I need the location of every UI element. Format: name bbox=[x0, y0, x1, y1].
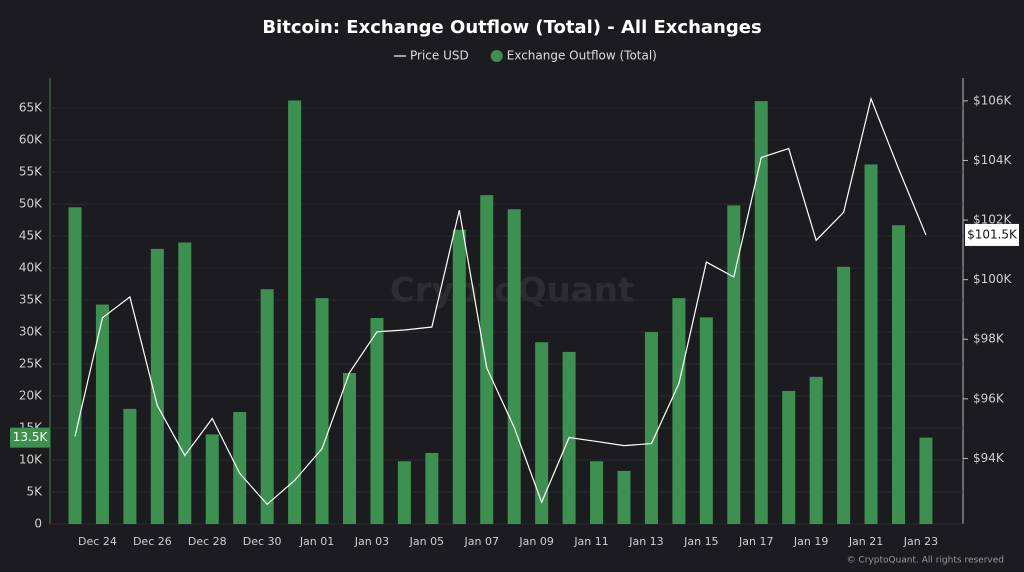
bar bbox=[343, 373, 356, 524]
bar bbox=[480, 195, 494, 524]
bar bbox=[233, 412, 247, 524]
y-tick-label: 45K bbox=[19, 229, 43, 243]
x-tick-label: Jan 11 bbox=[573, 535, 608, 548]
y-tick-label: 65K bbox=[19, 101, 43, 115]
price-line bbox=[74, 96, 927, 506]
bar bbox=[644, 332, 658, 524]
x-tick-label: Jan 09 bbox=[518, 535, 553, 548]
bar bbox=[507, 209, 521, 524]
y-tick-label: 50K bbox=[19, 197, 43, 211]
chart-title: Bitcoin: Exchange Outflow (Total) - All … bbox=[262, 17, 761, 38]
x-tick-label: Jan 07 bbox=[464, 535, 499, 548]
bar bbox=[205, 434, 219, 524]
x-tick-label: Jan 13 bbox=[628, 535, 663, 548]
bar bbox=[397, 461, 411, 524]
bar bbox=[809, 376, 823, 524]
y-tick-label: 20K bbox=[19, 389, 43, 403]
bar bbox=[95, 304, 109, 524]
x-tick-label: Jan 21 bbox=[848, 535, 883, 548]
x-tick-label: Dec 24 bbox=[78, 535, 117, 548]
value-label-box bbox=[965, 223, 1019, 246]
bar bbox=[672, 298, 686, 524]
bar bbox=[892, 225, 905, 524]
y2-tick-label: $100K bbox=[973, 272, 1013, 286]
bar bbox=[590, 461, 604, 524]
x-tick-label: Jan 03 bbox=[354, 535, 389, 548]
bar bbox=[727, 205, 741, 524]
bar bbox=[919, 437, 933, 524]
bar bbox=[123, 408, 137, 524]
x-tick-label: Dec 30 bbox=[243, 535, 282, 548]
x-tick-label: Jan 05 bbox=[409, 535, 444, 548]
y-tick-label: 0 bbox=[34, 517, 42, 531]
bar bbox=[370, 317, 384, 524]
y-tick-label: 60K bbox=[19, 133, 43, 147]
x-tick-label: Dec 26 bbox=[133, 535, 172, 548]
y2-tick-label: $102K bbox=[973, 213, 1013, 227]
y2-tick-label: $98K bbox=[973, 332, 1005, 346]
bar bbox=[452, 229, 466, 524]
legend-swatch bbox=[490, 50, 503, 62]
y2-tick-label: $96K bbox=[973, 391, 1005, 405]
y2-tick-label: $94K bbox=[973, 451, 1005, 465]
footer: © CryptoQuant. All rights reserved bbox=[847, 556, 1004, 566]
y2-tick-label: $104K bbox=[973, 153, 1013, 167]
bar bbox=[535, 342, 549, 524]
bar bbox=[699, 317, 713, 524]
y-tick-label: 40K bbox=[19, 261, 43, 275]
y-tick-label: 5K bbox=[26, 485, 43, 499]
bar bbox=[837, 266, 851, 524]
legend-label: Exchange Outflow (Total) bbox=[507, 49, 657, 63]
bar bbox=[754, 101, 768, 524]
legend-label: Price USD bbox=[410, 49, 469, 63]
bar bbox=[617, 470, 631, 524]
y-tick-label: 10K bbox=[19, 453, 43, 467]
x-tick-label: Jan 19 bbox=[793, 535, 828, 548]
bar bbox=[150, 248, 164, 524]
x-tick-label: Jan 01 bbox=[299, 535, 334, 548]
value-label: 13.5K bbox=[13, 430, 49, 444]
bar bbox=[782, 390, 796, 524]
value-label-box bbox=[10, 427, 50, 448]
bar bbox=[864, 164, 878, 524]
y2-tick-label: $106K bbox=[973, 93, 1013, 107]
bar bbox=[425, 452, 439, 524]
y-tick-label: 30K bbox=[19, 325, 43, 339]
y-tick-label: 25K bbox=[19, 357, 43, 371]
y-tick-label: 55K bbox=[19, 165, 43, 179]
bar bbox=[68, 207, 82, 524]
bar bbox=[260, 289, 274, 524]
x-tick-label: Jan 17 bbox=[738, 535, 773, 548]
x-tick-label: Dec 28 bbox=[188, 535, 227, 548]
y-tick-label: 35K bbox=[19, 293, 43, 307]
bar bbox=[178, 242, 192, 524]
value-label: $101.5K bbox=[967, 227, 1018, 241]
bar bbox=[288, 100, 302, 524]
bar bbox=[315, 298, 329, 524]
x-tick-label: Jan 23 bbox=[903, 535, 938, 548]
x-tick-label: Jan 15 bbox=[683, 535, 718, 548]
